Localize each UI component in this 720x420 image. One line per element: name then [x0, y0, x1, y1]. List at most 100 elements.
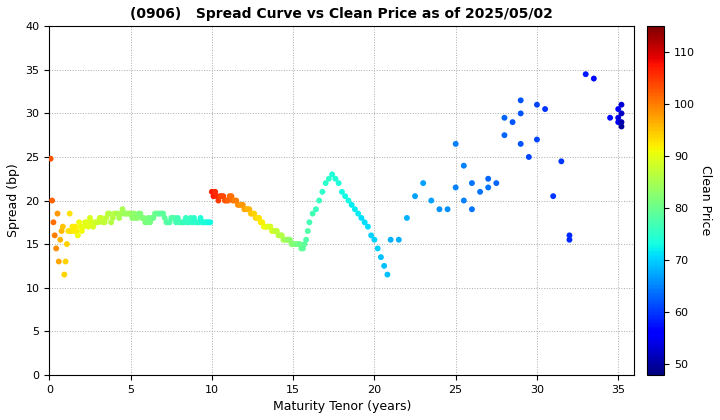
Point	[78, 223, 89, 230]
Point	[53, 258, 65, 265]
Point	[385, 236, 397, 243]
Point	[133, 210, 145, 217]
Point	[297, 245, 309, 252]
Point	[162, 219, 174, 226]
Point	[94, 215, 106, 221]
Point	[148, 215, 159, 221]
Point	[112, 210, 123, 217]
Point	[292, 241, 304, 247]
Point	[174, 219, 185, 226]
Point	[52, 210, 63, 217]
Point	[216, 193, 228, 199]
Point	[326, 171, 338, 178]
Point	[141, 219, 153, 226]
Point	[304, 219, 315, 226]
Point	[211, 193, 222, 199]
Point	[369, 236, 380, 243]
Point	[49, 232, 60, 239]
Point	[217, 193, 229, 199]
Point	[271, 228, 283, 234]
Point	[86, 219, 97, 226]
Point	[339, 193, 351, 199]
Point	[343, 197, 354, 204]
Point	[235, 202, 247, 208]
Point	[55, 236, 66, 243]
Point	[237, 202, 248, 208]
Point	[146, 215, 158, 221]
Point	[212, 197, 224, 204]
Point	[266, 228, 278, 234]
Point	[186, 219, 198, 226]
Point	[299, 241, 310, 247]
Point	[330, 176, 341, 182]
Point	[193, 219, 204, 226]
Point	[120, 210, 132, 217]
Point	[185, 215, 197, 221]
Point	[230, 197, 242, 204]
Point	[156, 210, 167, 217]
Point	[128, 210, 140, 217]
Point	[294, 241, 305, 247]
Point	[118, 210, 130, 217]
Point	[531, 101, 543, 108]
Point	[556, 158, 567, 165]
Point	[265, 223, 276, 230]
Point	[158, 210, 169, 217]
Point	[50, 245, 62, 252]
Point	[166, 215, 177, 221]
Point	[466, 180, 477, 186]
Point	[317, 189, 328, 195]
Point	[409, 193, 420, 199]
Point	[55, 228, 67, 234]
Point	[247, 210, 258, 217]
Point	[260, 223, 271, 230]
Point	[184, 219, 195, 226]
Point	[224, 193, 235, 199]
Point	[208, 193, 220, 199]
Point	[72, 232, 84, 239]
Point	[539, 106, 551, 113]
Point	[83, 223, 94, 230]
Point	[153, 210, 164, 217]
Point	[507, 119, 518, 126]
Point	[352, 210, 364, 217]
Point	[45, 155, 56, 162]
Point	[57, 223, 68, 230]
Point	[109, 210, 120, 217]
Point	[281, 236, 292, 243]
Point	[102, 210, 114, 217]
Point	[336, 189, 348, 195]
Point	[515, 141, 526, 147]
Point	[269, 228, 281, 234]
Point	[177, 219, 189, 226]
Point	[382, 271, 393, 278]
Point	[138, 215, 149, 221]
Point	[154, 210, 166, 217]
Point	[499, 132, 510, 139]
Point	[273, 232, 284, 239]
Point	[140, 219, 151, 226]
Point	[588, 75, 600, 82]
Point	[362, 223, 374, 230]
Point	[99, 219, 110, 226]
Point	[151, 210, 163, 217]
Point	[69, 223, 81, 230]
Point	[206, 189, 217, 195]
Point	[87, 223, 99, 230]
Point	[110, 210, 122, 217]
Point	[210, 189, 221, 195]
Point	[284, 236, 296, 243]
Point	[48, 219, 59, 226]
Point	[291, 241, 302, 247]
Point	[222, 197, 234, 204]
Point	[359, 219, 370, 226]
Point	[161, 219, 172, 226]
Point	[60, 258, 71, 265]
Point	[240, 206, 252, 213]
Point	[215, 193, 226, 199]
Point	[190, 219, 202, 226]
Point	[458, 162, 469, 169]
Point	[289, 241, 300, 247]
Point	[114, 215, 125, 221]
Point	[268, 228, 279, 234]
